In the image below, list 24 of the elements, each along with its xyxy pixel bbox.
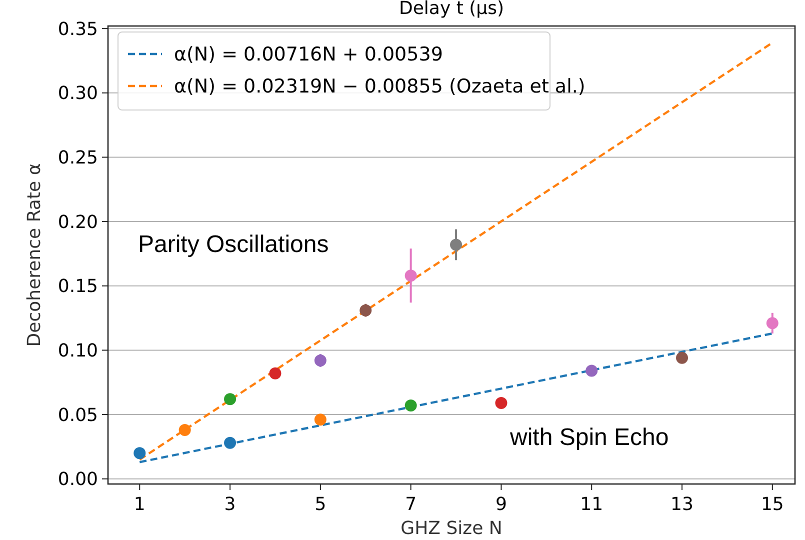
x-tick-label: 13 <box>670 494 694 515</box>
x-tick-label: 15 <box>760 494 784 515</box>
y-tick-label: 0.00 <box>58 469 98 490</box>
x-tick-label: 7 <box>405 494 417 515</box>
y-tick-label: 0.05 <box>58 404 98 426</box>
legend-label: α(N) = 0.02319N − 0.00855 (Ozaeta et al.) <box>174 76 586 98</box>
x-tick-label: 1 <box>134 494 146 515</box>
y-tick-label: 0.10 <box>58 340 98 362</box>
y-tick-label: 0.35 <box>58 18 98 40</box>
y-tick-label: 0.30 <box>58 83 98 104</box>
y-tick-label: 0.25 <box>58 148 98 169</box>
y-tick-label: 0.20 <box>58 212 98 233</box>
y-axis-title: Decoherence Rate α <box>24 163 45 347</box>
text: Delay t (μs) <box>399 0 504 19</box>
x-axis-title: GHZ Size N <box>400 518 502 539</box>
x-tick-label: 5 <box>314 494 326 515</box>
x-tick-label: 3 <box>224 494 236 515</box>
point <box>450 238 462 251</box>
annotation: with Spin Echo <box>509 424 669 451</box>
legend-label: α(N) = 0.00716N + 0.00539 <box>174 44 443 66</box>
y-tick-label: 0.15 <box>58 276 98 298</box>
annotation: Parity Oscillations <box>138 231 329 258</box>
x-tick-label: 9 <box>495 494 507 515</box>
x-tick-label: 11 <box>580 494 604 515</box>
